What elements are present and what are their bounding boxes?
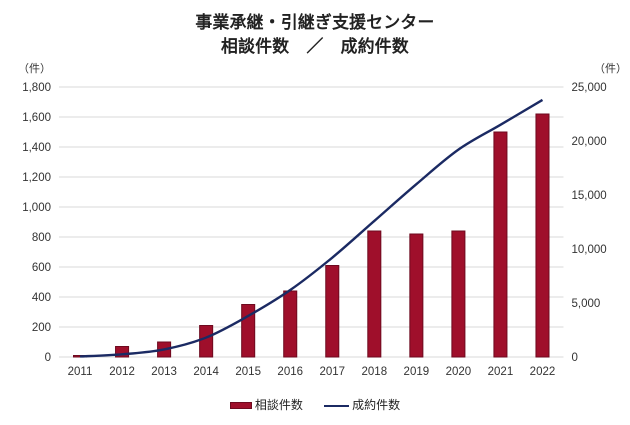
svg-text:2020: 2020	[446, 366, 472, 378]
svg-text:2017: 2017	[319, 366, 345, 378]
svg-text:2013: 2013	[151, 366, 177, 378]
svg-text:1,400: 1,400	[22, 142, 51, 154]
svg-text:2022: 2022	[530, 366, 556, 378]
svg-text:5,000: 5,000	[572, 298, 601, 310]
svg-text:0: 0	[572, 352, 578, 364]
svg-text:2021: 2021	[488, 366, 514, 378]
svg-text:1,200: 1,200	[22, 172, 51, 184]
svg-text:15,000: 15,000	[572, 190, 607, 202]
svg-text:800: 800	[32, 232, 51, 244]
svg-text:2015: 2015	[235, 366, 261, 378]
svg-text:1,600: 1,600	[22, 112, 51, 124]
svg-text:2016: 2016	[277, 366, 303, 378]
svg-text:1,800: 1,800	[22, 82, 51, 94]
svg-text:20,000: 20,000	[572, 136, 607, 148]
svg-text:1,000: 1,000	[22, 202, 51, 214]
svg-text:2011: 2011	[68, 366, 93, 378]
svg-text:600: 600	[32, 262, 51, 274]
svg-text:200: 200	[32, 322, 51, 334]
svg-text:400: 400	[32, 292, 51, 304]
svg-text:2018: 2018	[362, 366, 388, 378]
svg-text:25,000: 25,000	[572, 82, 607, 94]
svg-text:2014: 2014	[193, 366, 219, 378]
svg-text:2019: 2019	[404, 366, 430, 378]
svg-text:10,000: 10,000	[572, 244, 607, 256]
svg-text:2012: 2012	[109, 366, 135, 378]
svg-text:0: 0	[45, 352, 51, 364]
